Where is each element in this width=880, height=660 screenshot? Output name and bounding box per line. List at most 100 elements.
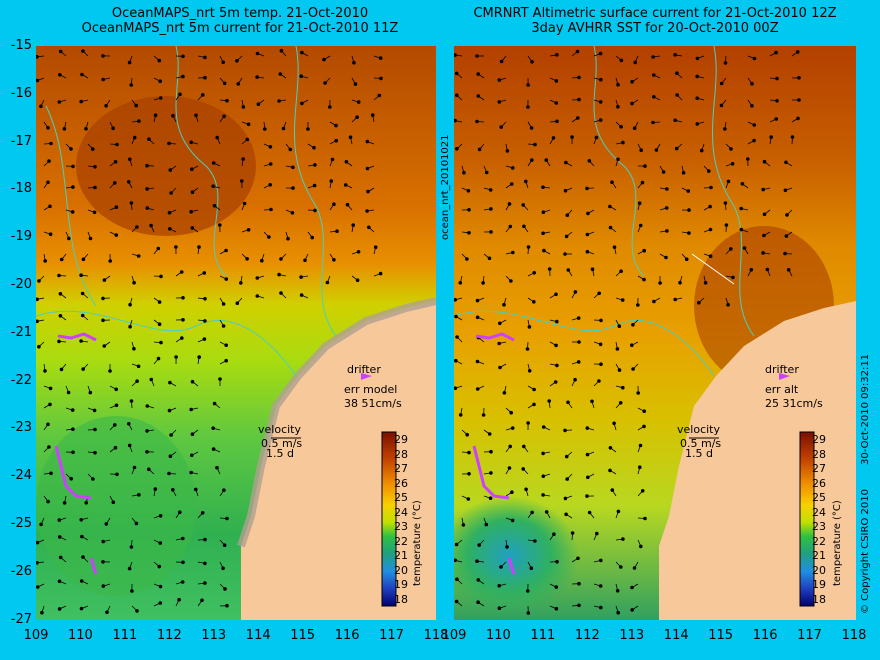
current-vector-head [488, 496, 493, 501]
current-vector-head [39, 104, 43, 109]
right-velocity-time: 1.5 d [685, 447, 713, 460]
current-vector-head [101, 539, 105, 544]
current-vector-head [499, 125, 503, 129]
current-vector-head [66, 236, 71, 241]
current-vector-head [762, 233, 766, 238]
current-vector-head [595, 531, 599, 536]
current-vector-head [218, 223, 222, 227]
current-vector-head [576, 116, 580, 120]
current-vector-head [379, 76, 383, 81]
current-vector-head [81, 367, 85, 371]
current-vector-head [203, 55, 207, 60]
current-vector-head [497, 583, 501, 588]
current-vector-head [510, 166, 515, 170]
current-vector-head [499, 565, 503, 569]
current-vector-head [695, 96, 700, 100]
current-vector-head [93, 427, 97, 432]
current-vector-head [547, 267, 552, 271]
current-vector-head [114, 233, 119, 237]
current-vector-head [330, 157, 335, 162]
current-vector-head [356, 250, 361, 254]
left-drifter-label: drifter [347, 363, 381, 376]
x-tick-label: 117 [797, 628, 822, 643]
current-vector-head [643, 164, 647, 168]
colorbar-tick: 23 [394, 520, 408, 533]
current-vector-head [70, 210, 75, 214]
current-vector-head [529, 566, 534, 570]
current-vector-head [522, 444, 526, 449]
current-vector-head [222, 543, 227, 548]
current-vector-head [168, 227, 172, 231]
current-vector-head [475, 54, 479, 58]
x-tick-label: 115 [290, 628, 316, 643]
current-vector-head [218, 377, 222, 381]
current-vector-head [775, 76, 779, 81]
left-drifter-err-label: err model [344, 383, 398, 396]
current-vector-head [749, 268, 754, 272]
current-vector-head [171, 113, 175, 118]
current-vector-head [554, 101, 559, 105]
current-vector-head [745, 157, 750, 161]
current-vector-head [377, 93, 382, 98]
current-vector-head [224, 358, 229, 363]
colorbar-tick: 24 [394, 505, 408, 519]
current-vector-head [796, 116, 800, 121]
warm-eddy [76, 96, 256, 236]
current-vector-head [69, 476, 73, 481]
current-vector-head [36, 540, 40, 545]
current-vector-head [80, 72, 84, 77]
current-vector-head [279, 257, 283, 261]
current-vector-head [323, 81, 327, 85]
current-vector-head [255, 294, 260, 298]
drifter-track [472, 445, 510, 500]
current-arrows [36, 48, 383, 615]
current-vector-head [36, 297, 39, 302]
current-vector-head [167, 141, 171, 146]
current-vector-head [699, 148, 704, 153]
current-vector-head [695, 74, 700, 79]
colorbar-tick: 18 [394, 592, 408, 606]
current-vector-head [619, 58, 624, 63]
colorbar-tick: 28 [394, 447, 408, 461]
current-vector-head [190, 453, 194, 458]
current-vector-head [467, 450, 471, 455]
current-vector-head [630, 101, 634, 106]
x-tick-label: 111 [112, 628, 138, 643]
current-vector-head [640, 488, 645, 493]
current-vector-head [541, 210, 546, 215]
current-vector-head [157, 564, 162, 569]
current-vector-head [299, 275, 303, 279]
current-vector-head [239, 281, 243, 285]
current-vector-head [236, 82, 241, 86]
current-vector-head [351, 223, 356, 227]
current-vector-head [158, 513, 163, 518]
current-vector-head [378, 56, 383, 60]
current-vector-head [177, 597, 181, 602]
current-vector-head [673, 53, 677, 57]
current-vector-head [268, 162, 273, 166]
right-drifter-err-values: 25 31cm/s [765, 397, 823, 410]
current-vector-head [563, 428, 567, 433]
current-vector-head [554, 585, 559, 589]
current-vector-head [664, 206, 669, 210]
current-vector-head [731, 275, 735, 280]
current-vector-head [585, 232, 590, 237]
current-vector-head [58, 292, 63, 296]
current-vector-head [527, 368, 532, 373]
current-vector-head [502, 390, 507, 395]
current-vector-head [327, 105, 332, 109]
current-vector-head [652, 94, 656, 99]
current-vector-head [797, 98, 801, 102]
current-vector-head [211, 426, 216, 431]
current-vector-head [49, 141, 53, 146]
current-vector-head [616, 82, 620, 87]
current-vector-head [783, 251, 787, 256]
current-vector-head [212, 203, 217, 208]
current-vector-head [145, 404, 150, 408]
current-vector-head [92, 408, 97, 413]
current-vector-head [43, 369, 47, 373]
colorbar-tick: 26 [812, 476, 826, 490]
current-vector-head [114, 387, 118, 392]
current-vector-head [726, 179, 731, 184]
drifter-track [54, 445, 92, 500]
